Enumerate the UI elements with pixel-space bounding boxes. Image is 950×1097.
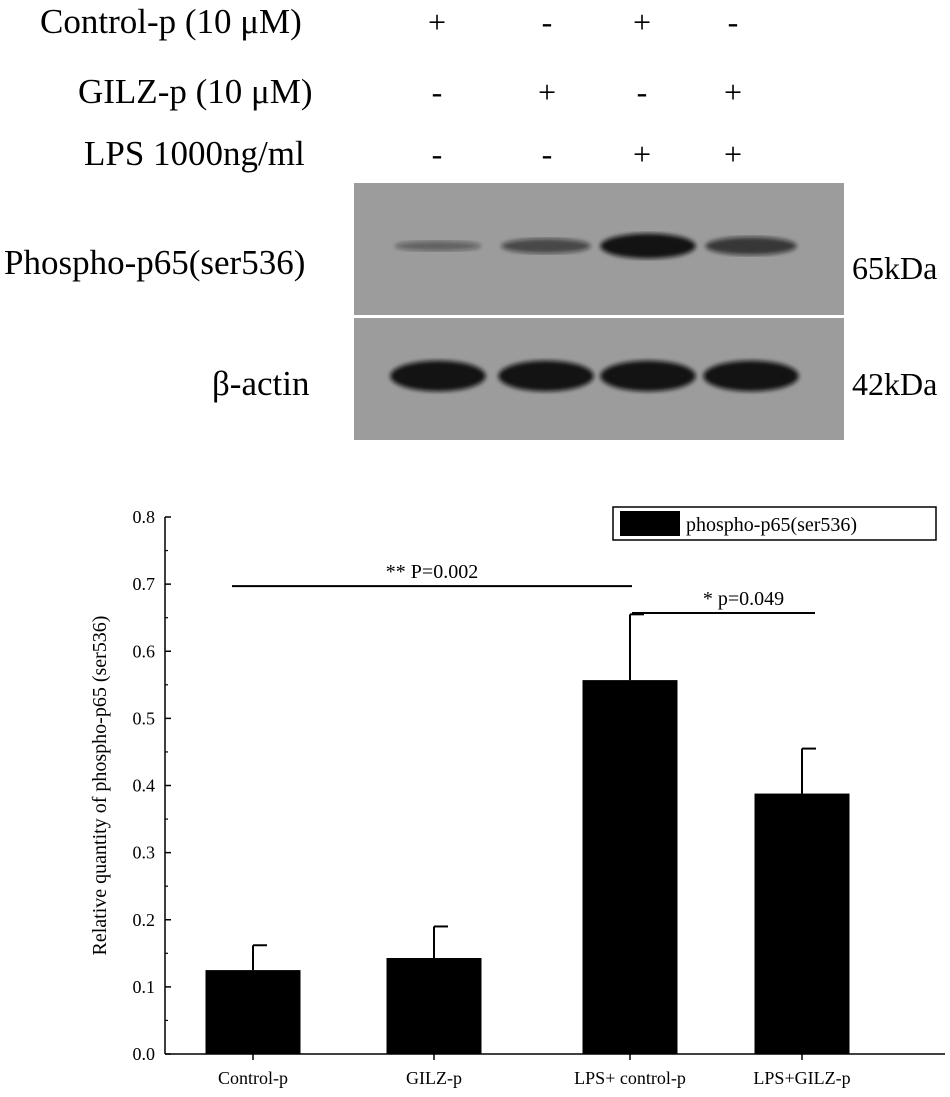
- bar: [386, 958, 482, 1054]
- significance-label: * p=0.049: [703, 588, 784, 610]
- condition-mark: +: [723, 74, 743, 110]
- y-tick-label: 0.0: [133, 1044, 156, 1064]
- chart-legend: phospho-p65(ser536): [612, 506, 937, 541]
- y-tick-label: 0.1: [133, 977, 156, 997]
- condition-label: LPS 1000ng/ml: [84, 134, 305, 173]
- chart-bars: [205, 613, 850, 1054]
- blot-band: [705, 237, 797, 255]
- chart-annotations: ** P=0.002 * p=0.049: [232, 561, 815, 614]
- y-tick-label: 0.5: [133, 708, 156, 728]
- condition-mark: +: [632, 4, 652, 40]
- significance-label: ** P=0.002: [386, 561, 478, 583]
- phospho-p65-label: Phospho-p65(ser536): [4, 243, 306, 282]
- condition-label: Control-p (10 μM): [40, 2, 302, 41]
- bar: [582, 680, 678, 1054]
- blot-band: [600, 360, 696, 392]
- condition-mark: -: [636, 74, 648, 110]
- blot-band: [390, 360, 486, 392]
- y-tick-label: 0.7: [133, 574, 156, 594]
- legend-swatch: [620, 511, 680, 536]
- phospho-p65-bands: [394, 233, 797, 259]
- beta-actin-bands: [390, 360, 799, 392]
- x-tick-label: LPS+ control-p: [574, 1068, 686, 1088]
- condition-mark: +: [427, 4, 447, 40]
- blot-band: [498, 360, 594, 392]
- x-tick-label: GILZ-p: [406, 1068, 462, 1088]
- y-tick-label: 0.2: [133, 910, 156, 930]
- phospho-p65-size: 65kDa: [852, 250, 938, 286]
- y-tick-label: 0.6: [133, 641, 156, 661]
- condition-mark: -: [541, 4, 553, 40]
- blot-band: [703, 360, 799, 392]
- y-tick-label: 0.4: [133, 776, 156, 796]
- condition-mark: -: [431, 136, 443, 172]
- beta-actin-label: β-actin: [212, 364, 310, 403]
- bar-chart: 0.0 0.1 0.2 0.3 0.4 0.5 0.6 0.7 0.8 Relative quan…: [89, 506, 945, 1088]
- legend-label: phospho-p65(ser536): [686, 514, 857, 536]
- condition-mark: +: [632, 136, 652, 172]
- condition-mark: +: [723, 136, 743, 172]
- phospho-p65-blot: [354, 183, 844, 315]
- beta-actin-blot: [354, 318, 844, 440]
- x-tick-label: LPS+GILZ-p: [753, 1068, 850, 1088]
- bar: [754, 793, 850, 1054]
- condition-label: GILZ-p (10 μM): [78, 72, 313, 111]
- bar: [205, 970, 301, 1054]
- y-tick-label: 0.8: [133, 507, 156, 527]
- condition-mark: -: [431, 74, 443, 110]
- condition-mark: -: [727, 4, 739, 40]
- x-tick-label: Control-p: [218, 1068, 288, 1088]
- beta-actin-size: 42kDa: [852, 366, 938, 402]
- y-axis-label: Relative quantity of phospho-p65 (ser536…: [89, 616, 111, 956]
- blot-band: [600, 233, 696, 259]
- y-tick-label: 0.3: [133, 843, 156, 863]
- condition-mark: -: [541, 136, 553, 172]
- blot-band: [394, 241, 482, 251]
- blot-band: [501, 238, 591, 254]
- condition-mark: +: [537, 74, 557, 110]
